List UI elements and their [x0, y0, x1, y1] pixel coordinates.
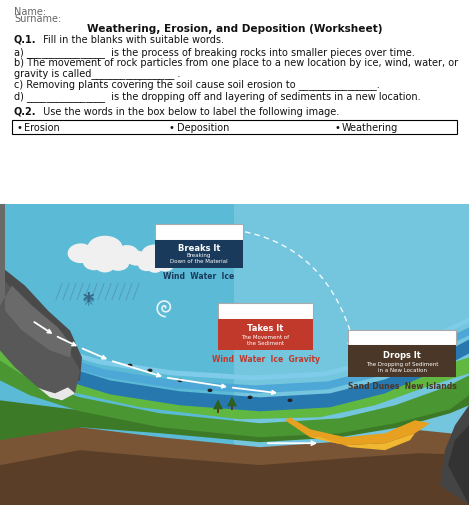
Ellipse shape [95, 259, 115, 273]
Polygon shape [227, 396, 237, 407]
Text: c) Removing plants covering the soil cause soil erosion to ________________.: c) Removing plants covering the soil cau… [14, 79, 380, 90]
Ellipse shape [138, 259, 155, 272]
Polygon shape [213, 399, 223, 410]
FancyBboxPatch shape [12, 121, 457, 134]
Text: •: • [334, 123, 340, 132]
Text: Q.2.: Q.2. [14, 107, 37, 117]
Text: Sand Dunes  New Islands: Sand Dunes New Islands [348, 381, 456, 390]
Text: Fill in the blanks with suitable words.: Fill in the blanks with suitable words. [40, 35, 224, 45]
Polygon shape [0, 296, 469, 412]
Polygon shape [38, 388, 75, 400]
Polygon shape [285, 418, 430, 445]
Polygon shape [0, 416, 469, 465]
Ellipse shape [68, 244, 94, 264]
Polygon shape [217, 410, 219, 414]
Text: ✳: ✳ [82, 294, 94, 308]
Text: Surname:: Surname: [14, 14, 61, 24]
Polygon shape [231, 407, 233, 411]
Ellipse shape [248, 396, 252, 399]
Text: Name:: Name: [14, 7, 46, 17]
Text: a) ________________  is the process of breaking rocks into smaller pieces over t: a) ________________ is the process of br… [14, 47, 415, 58]
Ellipse shape [157, 260, 174, 272]
Ellipse shape [126, 251, 146, 266]
Text: Deposition: Deposition [177, 123, 229, 132]
Polygon shape [0, 296, 469, 420]
Text: Erosion: Erosion [24, 123, 60, 132]
Polygon shape [0, 296, 469, 437]
Ellipse shape [128, 364, 133, 368]
Ellipse shape [141, 245, 168, 264]
Polygon shape [0, 296, 469, 393]
Text: gravity is called_________________ .: gravity is called_________________ . [14, 68, 181, 79]
Text: Takes It: Takes It [247, 323, 284, 332]
Polygon shape [0, 205, 82, 388]
Ellipse shape [147, 262, 163, 273]
Polygon shape [0, 205, 80, 400]
Ellipse shape [147, 369, 152, 372]
FancyBboxPatch shape [348, 330, 456, 346]
Text: Weathering: Weathering [342, 123, 398, 132]
FancyBboxPatch shape [155, 224, 243, 240]
Text: Drops It: Drops It [383, 350, 421, 359]
Text: Weathering, Erosion, and Deposition (Worksheet): Weathering, Erosion, and Deposition (Wor… [87, 24, 382, 34]
Text: d) ________________  is the dropping off and layering of sediments in a new loca: d) ________________ is the dropping off … [14, 91, 421, 102]
Ellipse shape [107, 256, 129, 271]
Polygon shape [0, 430, 469, 505]
Ellipse shape [287, 399, 293, 402]
Text: b) The movement of rock particles from one place to a new location by ice, wind,: b) The movement of rock particles from o… [14, 59, 458, 68]
Text: Wind  Water  Ice  Gravity: Wind Water Ice Gravity [212, 354, 319, 363]
FancyBboxPatch shape [155, 240, 243, 268]
Ellipse shape [207, 389, 212, 392]
Ellipse shape [177, 379, 182, 382]
Text: Wind  Water  Ice: Wind Water Ice [163, 272, 234, 281]
Ellipse shape [115, 245, 139, 264]
Polygon shape [448, 425, 469, 505]
Text: *: * [82, 291, 94, 311]
Text: The Dropping of Sediment
in a New Location: The Dropping of Sediment in a New Locati… [366, 361, 438, 372]
FancyBboxPatch shape [218, 319, 313, 351]
Text: Breaks It: Breaks It [178, 244, 220, 253]
Polygon shape [310, 433, 415, 450]
Polygon shape [0, 296, 469, 381]
Polygon shape [234, 205, 469, 505]
Ellipse shape [87, 236, 122, 261]
FancyBboxPatch shape [348, 346, 456, 378]
Ellipse shape [83, 255, 105, 271]
Text: Use the words in the box below to label the following image.: Use the words in the box below to label … [40, 107, 339, 117]
Polygon shape [0, 205, 469, 505]
Polygon shape [0, 205, 72, 358]
FancyBboxPatch shape [218, 303, 313, 319]
Text: Q.1.: Q.1. [14, 35, 37, 45]
Polygon shape [440, 406, 469, 505]
Text: Breaking
Down of the Material: Breaking Down of the Material [170, 253, 228, 264]
Text: The Movement of
the Sediment: The Movement of the Sediment [242, 334, 289, 345]
Text: •: • [16, 123, 22, 132]
Polygon shape [0, 386, 469, 442]
Ellipse shape [163, 252, 182, 267]
Text: •: • [169, 123, 175, 132]
